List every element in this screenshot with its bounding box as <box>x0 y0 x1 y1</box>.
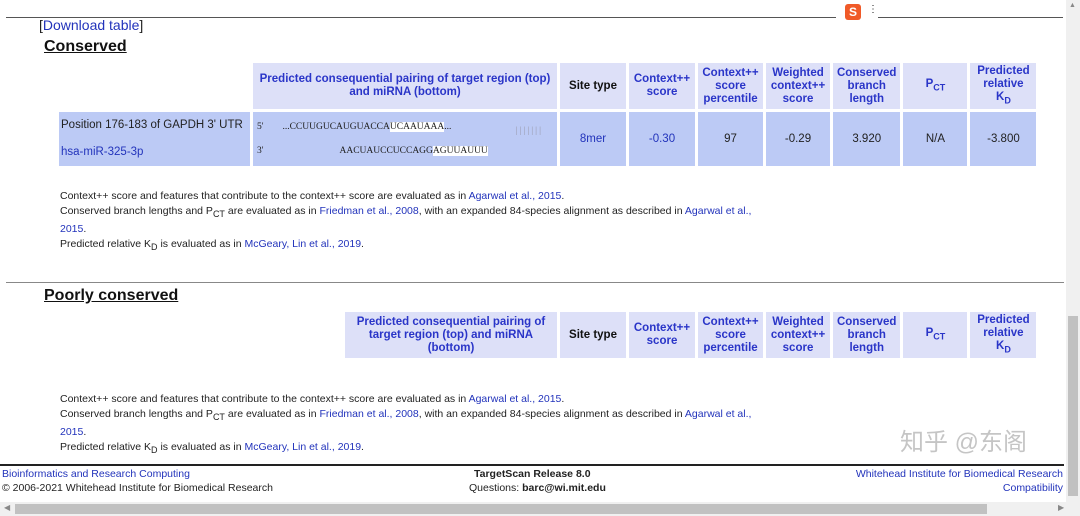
header-context-score[interactable]: Context++ score <box>629 312 695 359</box>
email[interactable]: barc@wi.mit.edu <box>522 482 606 494</box>
header-weighted[interactable]: Weighted context++ score <box>766 312 830 359</box>
download-table[interactable]: [Download table] <box>39 17 144 33</box>
section-title-poorly-conserved: Poorly conserved <box>44 287 179 304</box>
header-kd[interactable]: Predicted relative KD <box>970 312 1037 359</box>
release-label: TargetScan Release 8.0 <box>474 468 591 480</box>
header-site-type: Site type <box>560 63 626 110</box>
mcgeary-link[interactable]: McGeary, Lin et al., 2019 <box>244 441 362 454</box>
header-percentile[interactable]: Context++ score percentile <box>698 63 763 110</box>
extension-icon[interactable]: S <box>845 4 861 20</box>
scroll-up-icon[interactable]: ▲ <box>1069 2 1076 9</box>
header-pct[interactable]: PCT <box>903 312 968 359</box>
header-percentile[interactable]: Context++ score percentile <box>698 312 763 359</box>
friedman-link[interactable]: Friedman et al., 2008 <box>319 205 419 217</box>
context-score: -0.30 <box>629 112 695 167</box>
scroll-right-icon[interactable]: ▶ <box>1058 503 1065 512</box>
horizontal-scrollbar[interactable]: ◀ ▶ <box>0 502 1080 516</box>
header-pct[interactable]: PCT <box>903 63 968 110</box>
percentile: 97 <box>698 112 763 167</box>
branch-length: 3.920 <box>833 112 901 167</box>
kd: -3.800 <box>970 112 1037 167</box>
watermark: 知乎 @东阁 <box>900 429 1028 456</box>
whitehead-link[interactable]: Whitehead Institute for Biomedical Resea… <box>855 468 1063 480</box>
download-table-link[interactable]: Download table <box>42 17 140 33</box>
header-context-score[interactable]: Context++ score <box>629 63 695 110</box>
header-pairing[interactable]: Predicted consequential pairing of targe… <box>345 312 557 359</box>
header-branch[interactable]: Conserved branch length <box>833 63 901 110</box>
compatibility-link[interactable]: Compatibility <box>1002 482 1063 494</box>
copyright: © 2006-2021 Whitehead Institute for Biom… <box>2 482 273 494</box>
header-pairing[interactable]: Predicted consequential pairing of targe… <box>253 63 557 110</box>
pairing-marks: ||||||| <box>515 126 543 137</box>
table-row: Position 176-183 of GAPDH 3' UTR hsa-miR-… <box>59 112 1037 167</box>
more-icon[interactable]: ⋮ <box>868 4 878 15</box>
section-title-conserved: Conserved <box>44 38 127 55</box>
conserved-table: Predicted consequential pairing of targe… <box>56 60 1039 169</box>
scroll-left-icon[interactable]: ◀ <box>4 503 11 512</box>
weighted-score: -0.29 <box>766 112 830 167</box>
agarwal-link[interactable]: Agarwal et al., 2015 <box>60 408 752 439</box>
header-branch[interactable]: Conserved branch length <box>833 312 901 359</box>
agarwal-link[interactable]: Agarwal et al., 2015 <box>468 393 562 405</box>
header-kd[interactable]: Predicted relative KD <box>970 63 1037 110</box>
agarwal-link[interactable]: Agarwal et al., 2015 <box>468 190 562 202</box>
horizontal-scroll-thumb[interactable] <box>15 504 987 514</box>
friedman-link[interactable]: Friedman et al., 2008 <box>319 408 419 420</box>
notes-conserved: Context++ score and features that contri… <box>60 190 752 253</box>
vertical-scroll-thumb[interactable] <box>1068 316 1078 496</box>
pairing-cell: 5' ...CCUUGUCAUGUACCAUCAAUAAA... |||||||… <box>253 112 557 167</box>
pct: N/A <box>903 112 968 167</box>
poorly-conserved-table: Predicted consequential pairing of targe… <box>342 309 1039 361</box>
utr-position: Position 176-183 of GAPDH 3' UTR <box>61 119 243 132</box>
agarwal-link[interactable]: Agarwal et al., 2015 <box>60 205 752 236</box>
notes-poorly-conserved: Context++ score and features that contri… <box>60 393 752 456</box>
mcgeary-link[interactable]: McGeary, Lin et al., 2019 <box>244 238 362 251</box>
mirna-link[interactable]: hsa-miR-325-3p <box>61 146 144 159</box>
vertical-scrollbar[interactable]: ▲ <box>1066 0 1080 502</box>
header-site-type: Site type <box>560 312 626 359</box>
site-type: 8mer <box>560 112 626 167</box>
barc-link[interactable]: Bioinformatics and Research Computing <box>2 468 190 480</box>
header-weighted[interactable]: Weighted context++ score <box>766 63 830 110</box>
questions: Questions: barc@wi.mit.edu <box>469 482 606 494</box>
